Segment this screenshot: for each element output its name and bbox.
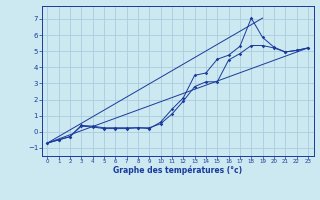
X-axis label: Graphe des températures (°c): Graphe des températures (°c)	[113, 166, 242, 175]
